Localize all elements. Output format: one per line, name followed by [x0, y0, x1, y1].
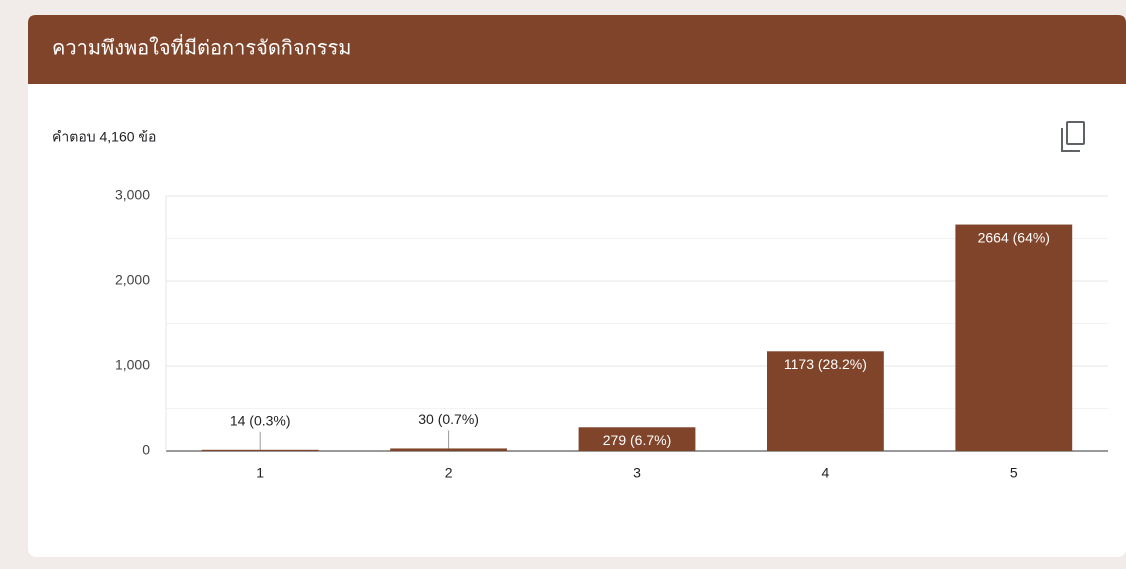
data-label: 2664 (64%) — [978, 229, 1050, 245]
copy-icon[interactable] — [1061, 121, 1085, 152]
x-tick-label: 4 — [822, 465, 830, 481]
y-tick-label: 3,000 — [115, 187, 150, 203]
data-label: 14 (0.3%) — [230, 413, 291, 429]
bar — [201, 449, 319, 451]
bar — [955, 224, 1073, 451]
bar — [766, 351, 884, 451]
bar — [578, 427, 696, 451]
chart-subtitle: คำตอบ 4,160 ข้อ — [52, 129, 156, 145]
x-tick-label: 1 — [256, 465, 264, 481]
x-tick-label: 5 — [1010, 465, 1018, 481]
y-tick-label: 0 — [142, 442, 150, 458]
data-label: 1173 (28.2%) — [784, 356, 867, 372]
x-tick-label: 2 — [445, 465, 453, 481]
data-label: 30 (0.7%) — [418, 411, 479, 427]
card-header — [28, 15, 1126, 84]
data-label: 279 (6.7%) — [603, 432, 671, 448]
y-tick-label: 2,000 — [115, 272, 150, 288]
x-tick-label: 3 — [633, 465, 641, 481]
copy-icon-back — [1061, 128, 1080, 152]
copy-icon-front — [1066, 121, 1085, 145]
y-tick-label: 1,000 — [115, 357, 150, 373]
bar — [390, 448, 508, 451]
chart-title: ความพึงพอใจที่มีต่อการจัดกิจกรรม — [52, 33, 351, 59]
